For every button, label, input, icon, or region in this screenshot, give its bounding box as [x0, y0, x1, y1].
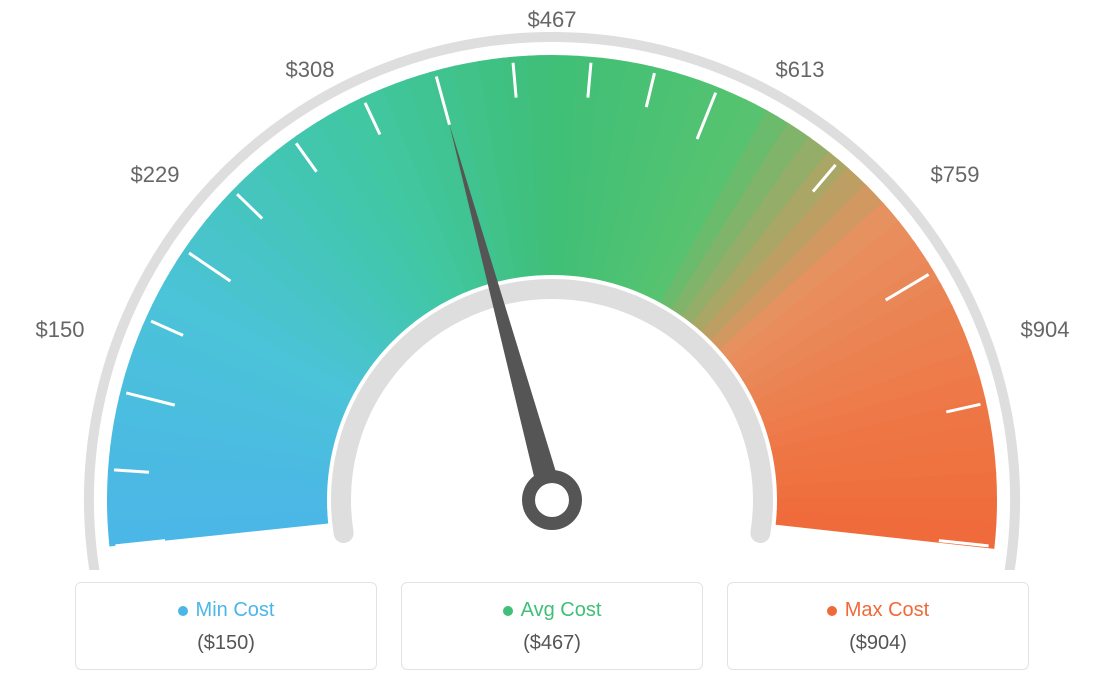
legend-title-min: Min Cost — [178, 599, 275, 622]
gauge-tick-label: $759 — [931, 162, 980, 188]
legend-dot-avg — [503, 606, 513, 616]
legend-title-avg: Avg Cost — [503, 599, 602, 622]
legend-label-avg: Avg Cost — [521, 599, 602, 622]
gauge-tick-label: $229 — [131, 162, 180, 188]
cost-gauge-widget: $150 $229 $308 $467 $613 $759 $904 Min Cost ($… — [0, 0, 1104, 690]
legend-title-max: Max Cost — [827, 599, 929, 622]
legend-label-max: Max Cost — [845, 599, 929, 622]
legend-label-min: Min Cost — [196, 599, 275, 622]
gauge-svg — [0, 0, 1104, 570]
legend-row: Min Cost ($150) Avg Cost ($467) Max Cost… — [0, 582, 1104, 670]
gauge-chart: $150 $229 $308 $467 $613 $759 $904 — [0, 0, 1104, 570]
legend-card-max: Max Cost ($904) — [727, 582, 1029, 670]
gauge-tick-label: $904 — [1021, 317, 1070, 343]
legend-value-avg: ($467) — [523, 632, 581, 655]
gauge-tick-label: $308 — [286, 57, 335, 83]
legend-value-min: ($150) — [197, 632, 255, 655]
gauge-tick-label: $613 — [776, 57, 825, 83]
legend-card-min: Min Cost ($150) — [75, 582, 377, 670]
legend-dot-min — [178, 606, 188, 616]
gauge-tick-label: $467 — [528, 7, 577, 33]
legend-dot-max — [827, 606, 837, 616]
legend-card-avg: Avg Cost ($467) — [401, 582, 703, 670]
legend-value-max: ($904) — [849, 632, 907, 655]
gauge-tick-label: $150 — [36, 317, 85, 343]
